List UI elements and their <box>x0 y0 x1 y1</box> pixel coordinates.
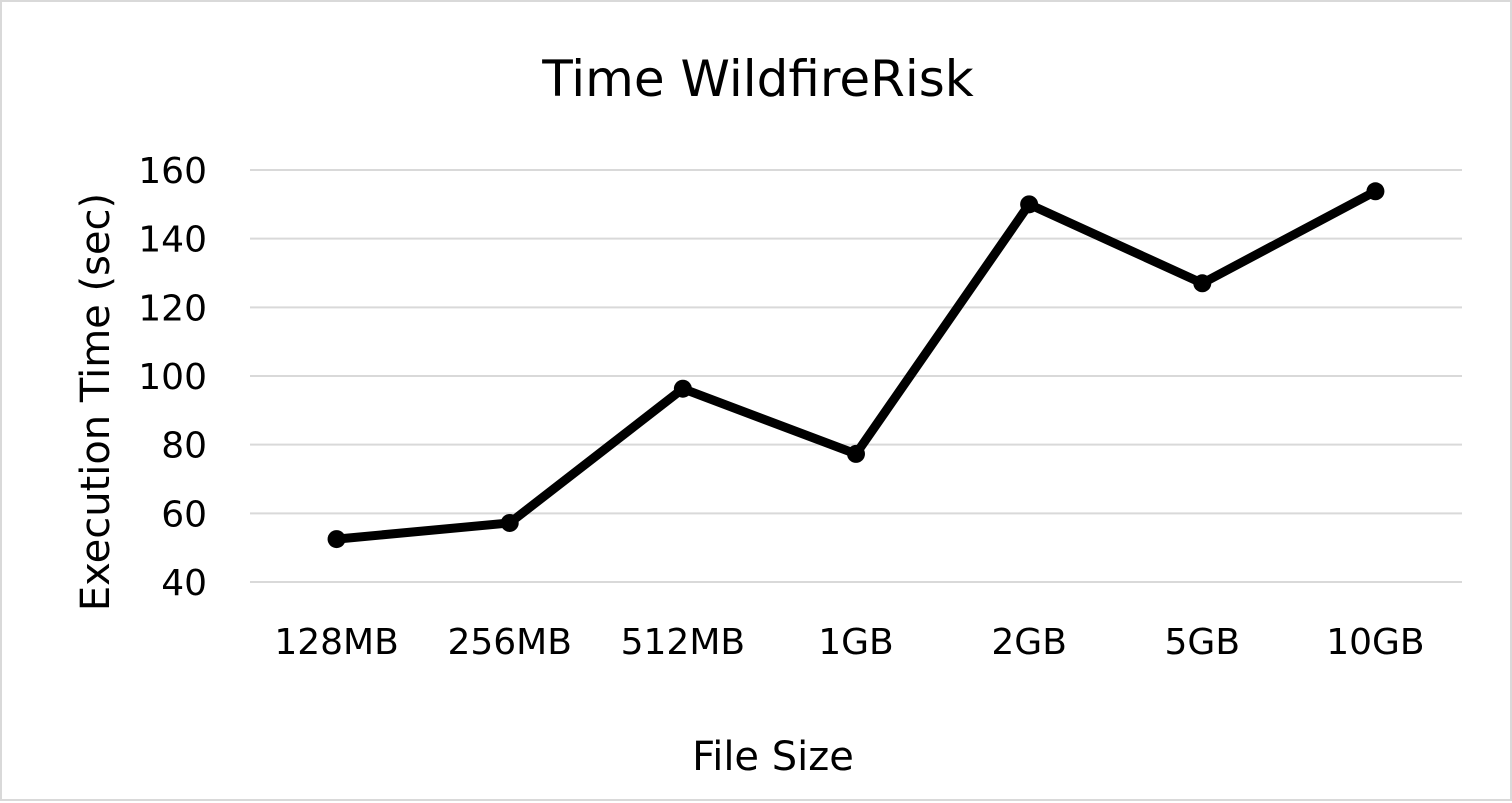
data-point <box>500 513 519 532</box>
series-layer <box>327 182 1385 549</box>
series-line <box>332 186 1380 544</box>
y-axis-title: Execution Time (sec) <box>73 193 119 611</box>
x-tick-label: 10GB <box>1326 622 1424 663</box>
y-tick-label: 60 <box>161 494 207 535</box>
y-axis-tick-labels: 40 60 80 100 120 140 160 <box>138 151 207 604</box>
data-point <box>673 379 692 398</box>
x-axis-title: File Size <box>692 734 854 780</box>
x-axis-tick-labels: 128MB 256MB 512MB 1GB 2GB 5GB 10GB <box>274 622 1424 663</box>
y-tick-label: 160 <box>138 151 207 192</box>
data-point <box>1366 182 1385 201</box>
data-point <box>1193 274 1212 293</box>
data-point <box>327 530 346 549</box>
y-tick-label: 120 <box>138 288 207 329</box>
x-tick-label: 1GB <box>818 622 894 663</box>
x-tick-label: 256MB <box>447 622 571 663</box>
x-tick-label: 2GB <box>991 622 1067 663</box>
data-point <box>847 444 865 463</box>
x-tick-label: 5GB <box>1165 622 1241 663</box>
y-tick-label: 140 <box>138 220 207 261</box>
y-tick-label: 40 <box>161 563 207 604</box>
gridlines <box>250 169 1462 583</box>
y-tick-label: 100 <box>138 357 207 398</box>
y-tick-label: 80 <box>161 426 207 467</box>
chart-title: Time WildfireRisk <box>541 50 974 108</box>
data-point <box>1020 195 1039 214</box>
x-tick-label: 512MB <box>621 622 745 663</box>
x-tick-label: 128MB <box>274 622 398 663</box>
